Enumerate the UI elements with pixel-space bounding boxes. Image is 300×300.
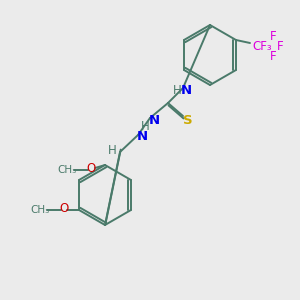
Text: F: F — [270, 31, 276, 44]
Text: N: N — [180, 85, 192, 98]
Text: N: N — [136, 130, 148, 143]
Text: N: N — [148, 113, 160, 127]
Text: F: F — [277, 40, 283, 53]
Text: CH₃: CH₃ — [30, 205, 50, 215]
Text: CF₃: CF₃ — [252, 40, 272, 53]
Text: F: F — [270, 50, 276, 64]
Text: O: O — [86, 163, 96, 176]
Text: H: H — [108, 143, 116, 157]
Text: CH₃: CH₃ — [57, 165, 76, 175]
Text: O: O — [59, 202, 69, 215]
Text: H: H — [141, 119, 149, 133]
Text: H: H — [172, 85, 182, 98]
Text: S: S — [183, 113, 193, 127]
